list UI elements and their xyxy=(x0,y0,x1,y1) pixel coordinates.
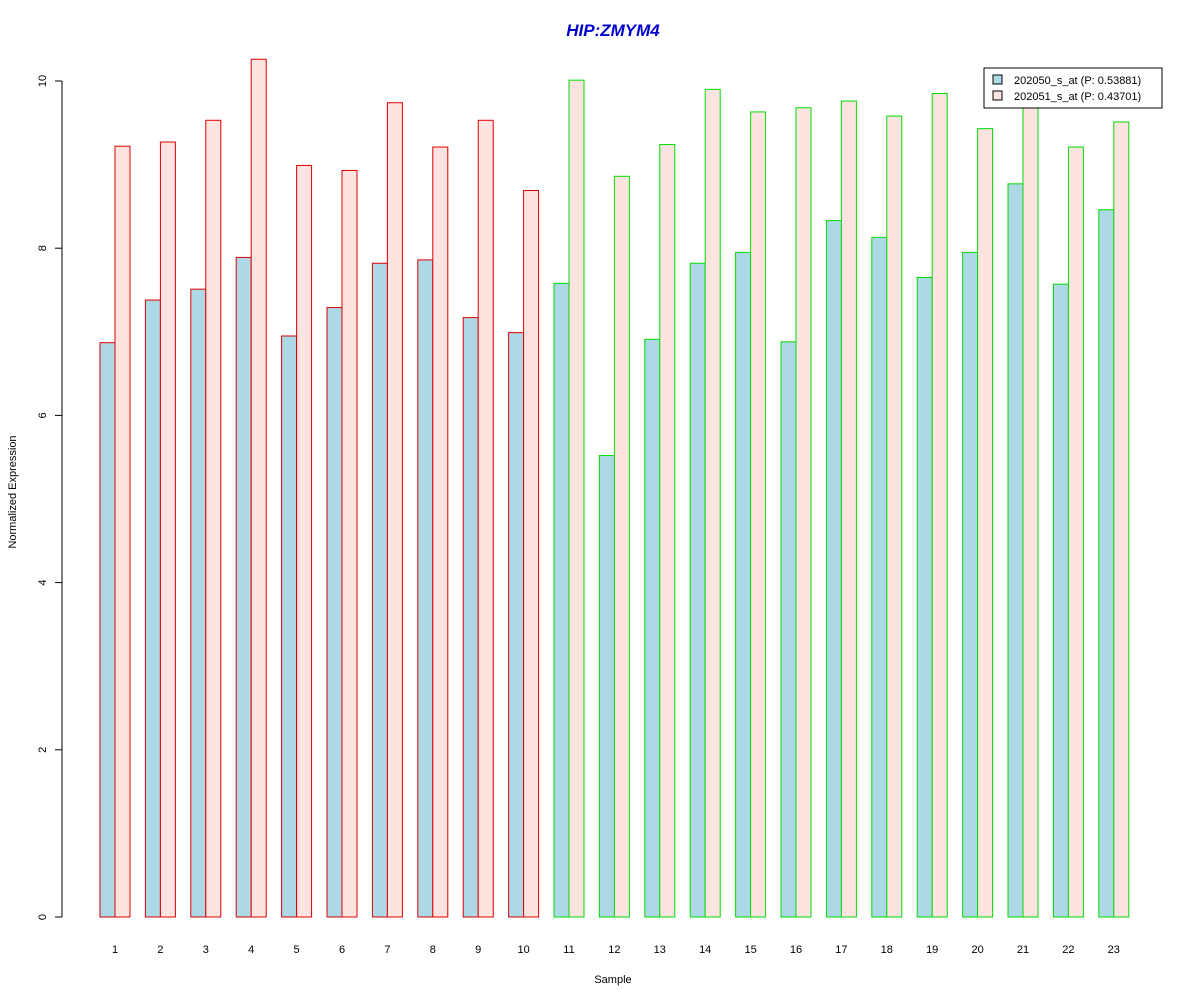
bar-sample-7-series-1 xyxy=(371,262,388,918)
bar-sample-9-series-2 xyxy=(477,119,494,918)
bars-group xyxy=(99,58,1130,918)
bar-sample-6-series-2 xyxy=(341,169,358,918)
bar-sample-15-series-2 xyxy=(750,111,767,918)
x-tick-label: 10 xyxy=(517,944,529,956)
bar-sample-13-series-2 xyxy=(659,144,676,918)
bar-sample-7-series-2 xyxy=(386,102,403,918)
x-tick-label: 3 xyxy=(203,944,209,956)
bar-sample-22-series-2 xyxy=(1067,146,1084,918)
y-tick-label: 2 xyxy=(37,747,49,753)
bar-sample-19-series-2 xyxy=(931,93,948,918)
bar-sample-5-series-1 xyxy=(281,335,298,918)
x-tick-label: 13 xyxy=(654,944,666,956)
bar-sample-18-series-2 xyxy=(886,115,903,918)
x-tick-label: 22 xyxy=(1062,944,1074,956)
bar-sample-3-series-1 xyxy=(190,288,207,918)
x-tick-label: 1 xyxy=(112,944,118,956)
x-tick-label: 6 xyxy=(339,944,345,956)
bar-sample-1-series-1 xyxy=(99,342,116,918)
x-tick-labels: 1 2 3 4 5 6 7 8 9 10 11 12 13 14 15 16 17 18 19 20 21 22 23 xyxy=(112,944,1120,956)
bar-sample-20-series-2 xyxy=(977,128,994,918)
bar-sample-17-series-1 xyxy=(825,220,842,918)
bar-sample-16-series-2 xyxy=(795,107,812,918)
x-tick-label: 11 xyxy=(563,944,574,956)
x-tick-label: 21 xyxy=(1017,944,1029,956)
bar-sample-9-series-1 xyxy=(462,317,479,918)
y-tick-label: 6 xyxy=(37,412,49,418)
bar-sample-15-series-1 xyxy=(735,251,752,918)
bar-sample-8-series-1 xyxy=(417,259,434,918)
bar-sample-23-series-1 xyxy=(1098,209,1115,918)
bar-sample-18-series-1 xyxy=(871,236,888,918)
bar-sample-23-series-2 xyxy=(1113,121,1130,918)
bar-sample-22-series-1 xyxy=(1052,283,1069,918)
bar-sample-14-series-2 xyxy=(704,88,721,918)
bar-sample-2-series-2 xyxy=(159,141,176,918)
x-tick-label: 7 xyxy=(384,944,390,956)
bar-sample-10-series-1 xyxy=(508,332,525,918)
bar-sample-11-series-1 xyxy=(553,282,570,918)
x-tick-label: 23 xyxy=(1108,944,1120,956)
y-axis: 0 2 4 6 8 10 xyxy=(37,75,63,920)
legend-swatch-series-1 xyxy=(992,74,1003,85)
x-tick-label: 5 xyxy=(294,944,300,956)
x-tick-label: 17 xyxy=(835,944,847,956)
legend-label-series-2: 202051_s_at (P: 0.43701) xyxy=(1014,91,1141,103)
bar-sample-12-series-1 xyxy=(598,455,615,918)
bar-sample-8-series-2 xyxy=(432,146,449,918)
bar-sample-20-series-1 xyxy=(962,251,979,918)
bar-sample-4-series-2 xyxy=(250,58,267,918)
bar-sample-1-series-2 xyxy=(114,145,131,918)
y-tick-label: 8 xyxy=(37,245,49,251)
bar-sample-19-series-1 xyxy=(916,276,933,918)
x-tick-label: 8 xyxy=(430,944,436,956)
legend: 202050_s_at (P: 0.53881) 202051_s_at (P:… xyxy=(983,67,1163,109)
bar-sample-21-series-1 xyxy=(1007,183,1024,918)
bar-sample-6-series-1 xyxy=(326,307,343,918)
x-tick-label: 14 xyxy=(699,944,711,956)
x-tick-label: 20 xyxy=(971,944,983,956)
bar-sample-16-series-1 xyxy=(780,341,797,918)
bar-sample-13-series-1 xyxy=(644,338,661,918)
legend-box xyxy=(983,67,1163,109)
bar-sample-21-series-2 xyxy=(1022,98,1039,918)
bar-sample-14-series-1 xyxy=(689,262,706,918)
x-tick-label: 2 xyxy=(157,944,163,956)
x-tick-label: 4 xyxy=(248,944,254,956)
x-tick-label: 9 xyxy=(475,944,481,956)
x-tick-label: 16 xyxy=(790,944,802,956)
y-tick-label: 10 xyxy=(37,75,49,87)
x-tick-label: 12 xyxy=(608,944,620,956)
x-axis-label: Sample xyxy=(594,974,631,986)
bar-sample-10-series-2 xyxy=(523,190,540,918)
bar-sample-17-series-2 xyxy=(840,100,857,918)
x-tick-label: 15 xyxy=(744,944,756,956)
legend-label-series-1: 202050_s_at (P: 0.53881) xyxy=(1014,75,1141,87)
y-tick-label: 0 xyxy=(37,914,49,920)
x-tick-label: 19 xyxy=(926,944,938,956)
y-tick-label: 4 xyxy=(37,580,49,586)
x-tick-label: 18 xyxy=(881,944,893,956)
chart-title: HIP:ZMYM4 xyxy=(566,21,660,40)
bar-sample-3-series-2 xyxy=(205,119,222,918)
bar-sample-12-series-2 xyxy=(613,175,630,918)
bar-sample-5-series-2 xyxy=(296,164,313,918)
bar-sample-11-series-2 xyxy=(568,79,585,918)
legend-swatch-series-2 xyxy=(992,90,1003,101)
bar-sample-4-series-1 xyxy=(235,256,252,918)
y-axis-label: Normalized Expression xyxy=(7,435,19,548)
bar-sample-2-series-1 xyxy=(144,299,161,918)
